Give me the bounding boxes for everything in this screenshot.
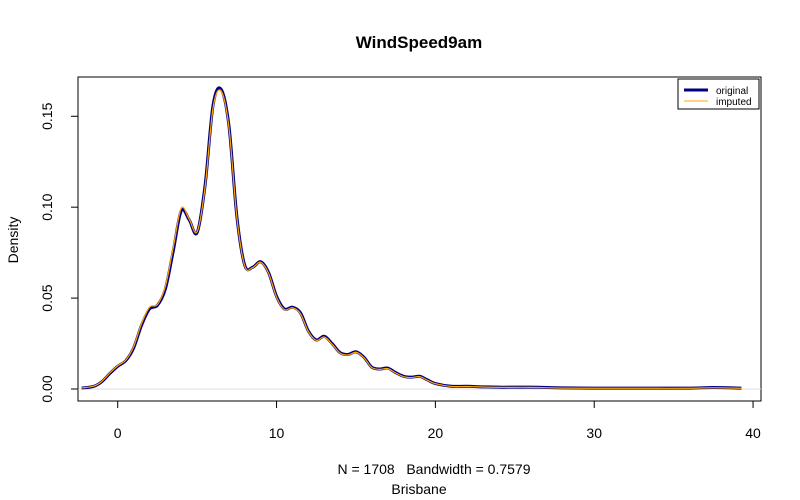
series-line-original [81,86,742,390]
chart-subtitle: Brisbane [391,481,446,497]
series-line-imputed [81,89,742,389]
x-tick-label: 40 [745,425,761,441]
density-curves [81,86,742,390]
legend-label-original: original [716,86,748,97]
legend-label-imputed: imputed [716,97,752,108]
y-axis: 0.00 0.05 0.10 0.15 [39,102,79,403]
x-axis: 0 10 20 30 40 [114,400,761,441]
y-tick-label: 0.15 [39,102,55,129]
x-tick-label: 10 [269,425,285,441]
y-tick-label: 0.05 [39,284,55,311]
y-tick-label: 0.10 [39,193,55,220]
legend: original imputed [677,78,760,110]
plot-frame [77,76,762,402]
chart-title: WindSpeed9am [356,33,482,52]
x-axis-label: N = 1708 Bandwidth = 0.7579 [337,461,530,477]
x-tick-label: 30 [586,425,602,441]
x-tick-label: 0 [114,425,122,441]
x-tick-label: 20 [428,425,444,441]
y-axis-label: Density [5,217,21,264]
legend-box [677,78,760,110]
y-tick-label: 0.00 [39,375,55,402]
